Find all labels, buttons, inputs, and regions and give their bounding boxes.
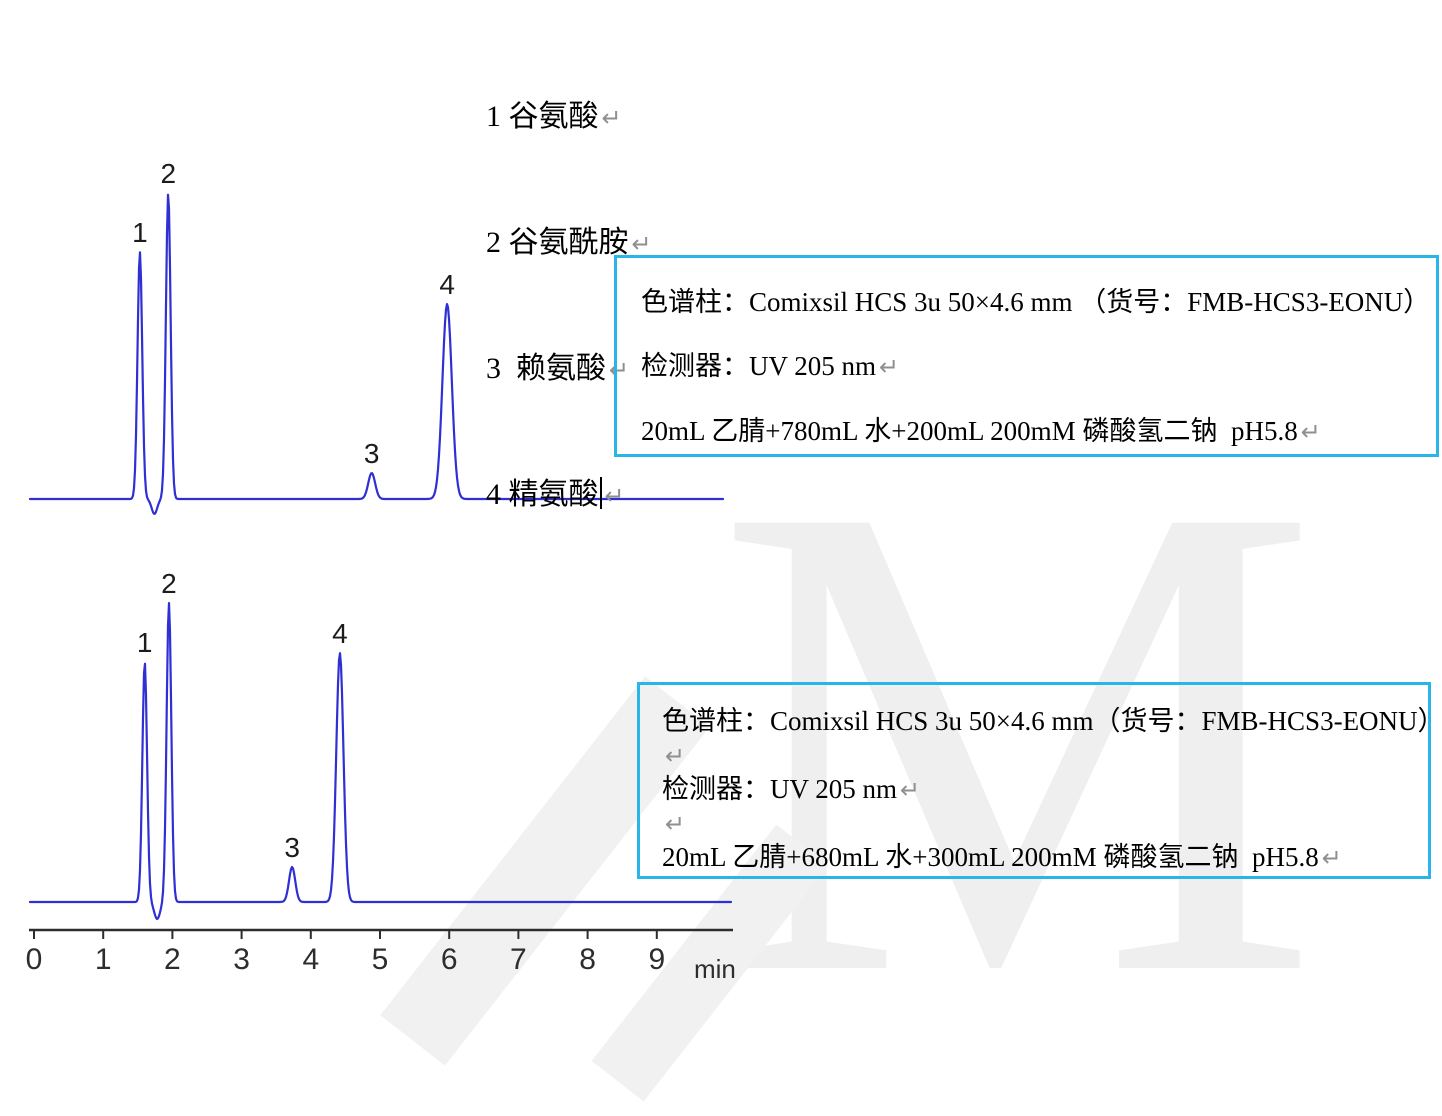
axis-tick-label: 7 <box>510 943 527 976</box>
paragraph-return-icon: ↵ <box>604 482 625 510</box>
chromatogram-top[interactable]: 12 3 4 <box>0 150 740 530</box>
peak-label-2: 2 <box>161 568 177 599</box>
paragraph-return-icon: ↵ <box>1321 844 1342 872</box>
paragraph-return-icon: ↵ <box>879 353 900 381</box>
axis-tick-label: 2 <box>164 943 181 976</box>
paragraph-return-icon: ↵ <box>900 776 921 804</box>
legend-line-4[interactable]: 4 精氨酸 ↵ <box>486 474 652 516</box>
axis-tick-label: 0 <box>26 943 43 976</box>
peak-label-3: 3 <box>284 832 300 863</box>
axis-tick-label: 4 <box>302 943 319 976</box>
document-page: { "marks": { "return_glyph": "↵" }, "wat… <box>0 12 1442 1102</box>
mobile-phase-text: 20mL 乙腈+680mL 水+300mL 200mM 磷酸氢二钠 pH5.8 <box>662 842 1319 872</box>
column-text: 色谱柱：Comixsil HCS 3u 50×4.6 mm （货号：FMB-HC… <box>641 287 1431 317</box>
legend-text: 1 谷氨酸 <box>486 100 599 133</box>
mobile-phase-line[interactable]: 20mL 乙腈+680mL 水+300mL 200mM 磷酸氢二钠 pH5.8 ↵ <box>662 841 1428 875</box>
watermark-letter: M <box>715 363 1320 1116</box>
empty-line[interactable]: ↵ <box>662 739 1428 773</box>
axis-tick-label: 3 <box>233 943 250 976</box>
conditions-box-2[interactable]: 色谱柱：Comixsil HCS 3u 50×4.6 mm（货号：FMB-HCS… <box>637 682 1442 879</box>
chromatogram-trace <box>28 602 733 921</box>
detector-line[interactable]: 检测器：UV 205 nm ↵ <box>641 334 1436 399</box>
axis-unit-label: min <box>694 954 736 984</box>
detector-text: 检测器：UV 205 nm <box>662 774 898 804</box>
mobile-phase-text: 20mL 乙腈+780mL 水+200mL 200mM 磷酸氢二钠 pH5.8 <box>641 416 1298 446</box>
axis-tick-label: 5 <box>372 943 389 976</box>
legend-text: 4 精氨酸 <box>486 478 599 511</box>
conditions-box-1[interactable]: 色谱柱：Comixsil HCS 3u 50×4.6 mm （货号：FMB-HC… <box>614 255 1439 457</box>
peak-label-4: 4 <box>439 269 455 300</box>
peak-label-2: 2 <box>160 158 176 189</box>
column-line[interactable]: 色谱柱：Comixsil HCS 3u 50×4.6 mm （货号：FMB-HC… <box>641 270 1436 334</box>
mobile-phase-line[interactable]: 20mL 乙腈+780mL 水+200mL 200mM 磷酸氢二钠 pH5.8 ↵ <box>641 399 1436 464</box>
peak-label-3: 3 <box>364 438 380 469</box>
peak-label-4: 4 <box>332 618 348 649</box>
peak-label-1: 1 <box>137 627 153 658</box>
paragraph-return-icon: ↵ <box>1300 418 1321 446</box>
legend-text: 3 赖氨酸 <box>486 352 606 385</box>
paragraph-return-icon: ↵ <box>631 230 652 258</box>
paragraph-return-icon: ↵ <box>601 104 622 132</box>
legend-text: 2 谷氨酰胺 <box>486 226 629 259</box>
axis-tick-label: 8 <box>579 943 596 976</box>
paragraph-return-icon: ↵ <box>665 810 686 838</box>
column-line[interactable]: 色谱柱：Comixsil HCS 3u 50×4.6 mm（货号：FMB-HCS… <box>662 705 1442 739</box>
chromatogram-trace <box>28 193 725 515</box>
column-text: 色谱柱：Comixsil HCS 3u 50×4.6 mm（货号：FMB-HCS… <box>662 706 1442 736</box>
axis-tick-label: 1 <box>95 943 112 976</box>
legend-line-1[interactable]: 1 谷氨酸 ↵ <box>486 96 652 138</box>
compound-legend: 1 谷氨酸 ↵ 2 谷氨酰胺 ↵ 3 赖氨酸 ↵ 4 精氨酸 ↵ <box>486 12 652 558</box>
empty-line[interactable]: ↵ <box>662 807 1428 841</box>
detector-line[interactable]: 检测器：UV 205 nm ↵ <box>662 773 1428 807</box>
axis-tick-label: 9 <box>648 943 665 976</box>
text-cursor <box>599 477 602 509</box>
watermark: M <box>380 400 1320 1102</box>
legend-line-2[interactable]: 2 谷氨酰胺 ↵ <box>486 222 652 264</box>
paragraph-return-icon: ↵ <box>665 742 686 770</box>
peak-label-1: 1 <box>132 217 148 248</box>
axis-tick-label: 6 <box>441 943 458 976</box>
detector-text: 检测器：UV 205 nm <box>641 351 877 381</box>
